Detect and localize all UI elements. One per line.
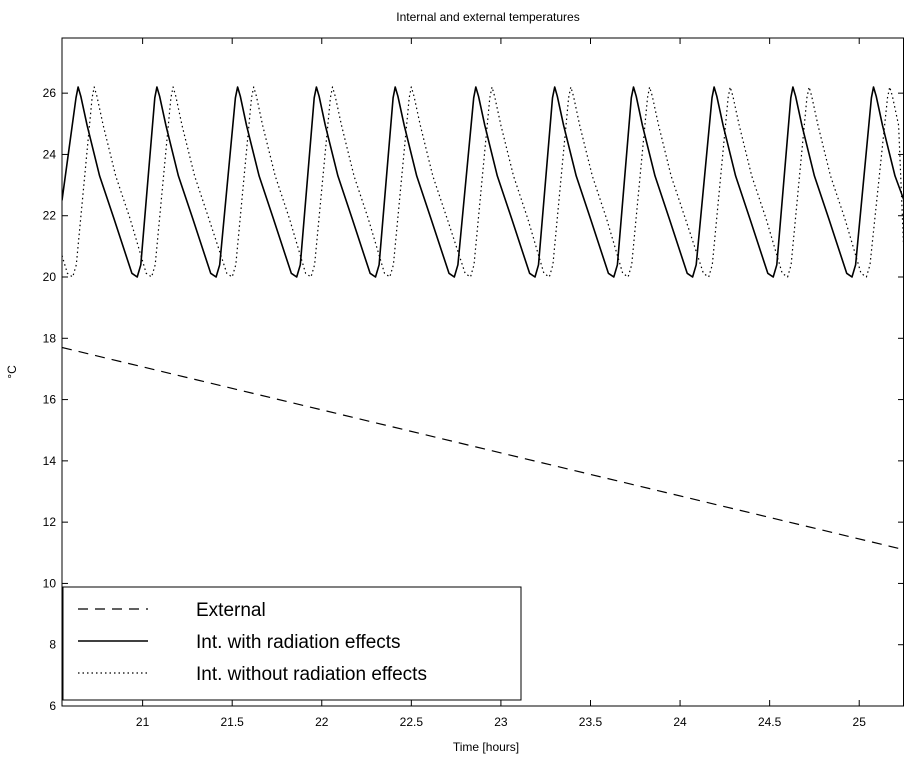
y-tick-label: 24	[43, 147, 57, 161]
chart-title: Internal and external temperatures	[396, 10, 579, 24]
y-tick-label: 16	[43, 393, 57, 407]
x-tick-label: 22.5	[400, 715, 424, 729]
y-tick-label: 12	[43, 515, 57, 529]
legend-label-2: Int. with radiation effects	[196, 632, 401, 653]
legend-label-1: External	[196, 600, 266, 621]
y-tick-label: 20	[43, 270, 57, 284]
x-tick-label: 24.5	[758, 715, 782, 729]
axis-ticks: 21 21.5 22 22.5 23 23.5 24 24.5 25 6 8 10 12 14 16 18 20…	[43, 38, 904, 729]
y-tick-label: 8	[49, 638, 56, 652]
y-tick-label: 10	[43, 576, 57, 590]
legend-label-3: Int. without radiation effects	[196, 664, 427, 685]
x-tick-label: 23	[494, 715, 508, 729]
legend: External Int. with radiation effects Int. …	[62, 586, 522, 701]
x-tick-label: 22	[315, 715, 329, 729]
y-tick-label: 18	[43, 331, 57, 345]
y-tick-label: 6	[49, 699, 56, 713]
x-axis-label: Time [hours]	[453, 740, 519, 754]
x-tick-label: 24	[673, 715, 687, 729]
x-tick-label: 25	[853, 715, 867, 729]
y-tick-label: 22	[43, 209, 57, 223]
x-tick-label: 21	[136, 715, 150, 729]
series-line-2	[62, 86, 904, 278]
y-tick-label: 14	[43, 454, 57, 468]
x-tick-label: 21.5	[221, 715, 245, 729]
series-lines	[62, 86, 904, 551]
y-axis-label: °C	[5, 365, 19, 379]
series-line-1	[62, 346, 904, 551]
legend-box	[62, 586, 522, 701]
x-tick-label: 23.5	[579, 715, 603, 729]
y-tick-label: 26	[43, 86, 57, 100]
